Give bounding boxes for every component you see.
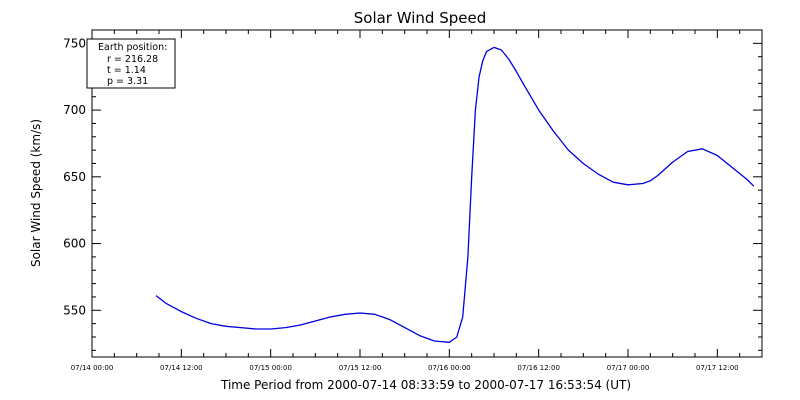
y-axis-label: Solar Wind Speed (km/s): [29, 119, 43, 267]
y-tick-label: 650: [63, 170, 86, 184]
y-tick-label: 550: [63, 303, 86, 317]
y-axis: 550 600 650 700 750: [63, 29, 762, 351]
earth-position-p: p = 3.31: [107, 76, 148, 87]
x-tick-label: 07/15 00:00: [249, 364, 292, 372]
series-line-solar-wind-speed: [155, 46, 755, 343]
earth-position-t: t = 1.14: [107, 65, 146, 76]
x-axis: 07/14 00:00 07/14 12:00 07/15 00:00 07/15 1…: [71, 30, 741, 372]
x-tick-label: 07/15 12:00: [339, 364, 382, 372]
earth-position-title: Earth position:: [98, 42, 167, 53]
plot-frame: [91, 29, 763, 358]
earth-position-frame: [86, 38, 176, 89]
x-tick-label: 07/17 00:00: [607, 364, 650, 372]
chart-title: Solar Wind Speed: [354, 9, 486, 27]
earth-position-r: r = 216.28: [107, 54, 158, 65]
y-tick-label: 700: [63, 103, 86, 117]
y-tick-label: 600: [63, 237, 86, 251]
x-tick-label: 07/14 00:00: [71, 364, 114, 372]
x-tick-label: 07/17 12:00: [696, 364, 739, 372]
x-tick-label: 07/16 00:00: [428, 364, 471, 372]
x-tick-label: 07/14 12:00: [160, 364, 203, 372]
y-tick-label: 750: [63, 36, 86, 50]
earth-position-box: Earth position: r = 216.28 t = 1.14 p = …: [86, 38, 176, 89]
series-layer: [155, 46, 755, 343]
x-tick-label: 07/16 12:00: [517, 364, 560, 372]
x-axis-label: Time Period from 2000-07-14 08:33:59 to …: [220, 378, 631, 392]
